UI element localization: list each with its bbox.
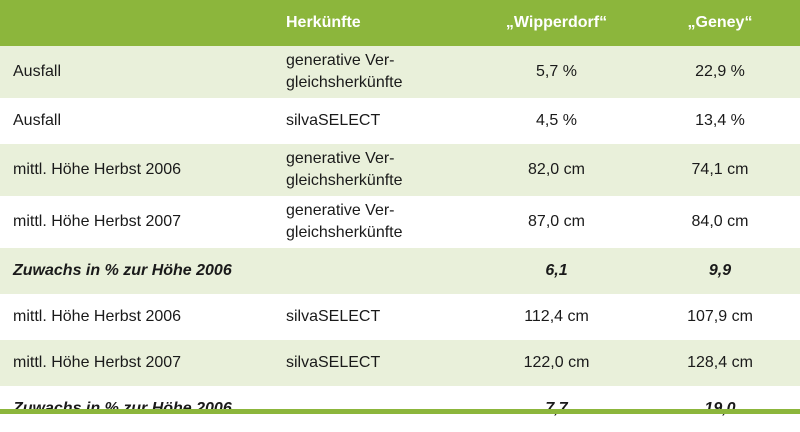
row-origin: generative Ver- gleichsherkünfte (286, 52, 403, 91)
row-origin: silvaSELECT (286, 308, 381, 325)
row-label: mittl. Höhe Herbst 2006 (13, 308, 182, 325)
row-label: Ausfall (13, 112, 62, 129)
row-value-geney: 107,9 cm (687, 308, 753, 325)
table-header-row: Herkünfte „Wipperdorf“ „Geney“ (0, 0, 800, 46)
row-label: mittl. Höhe Herbst 2006 (13, 161, 182, 178)
row-value-wipperdorf: 4,5 % (536, 112, 577, 129)
row-label: Ausfall (13, 63, 62, 80)
row-value-geney: 84,0 cm (691, 213, 749, 230)
header-cell-wipperdorf: „Wipperdorf“ (505, 14, 608, 31)
row-origin: silvaSELECT (286, 112, 381, 129)
row-origin: generative Ver- gleichsherkünfte (286, 150, 403, 189)
table-row: Ausfall generative Ver- gleichsherkünfte… (0, 46, 800, 98)
row-value-wipperdorf: 122,0 cm (523, 354, 590, 371)
row-origin: generative Ver- gleichsherkünfte (286, 202, 403, 241)
table-row: Ausfall silvaSELECT 4,5 % 13,4 % (0, 98, 800, 144)
row-value-geney: 22,9 % (695, 63, 745, 80)
table-bottom-rule (0, 409, 800, 414)
row-origin: silvaSELECT (286, 354, 381, 371)
row-value-wipperdorf: 112,4 cm (524, 308, 589, 325)
row-value-geney: 74,1 cm (691, 161, 749, 178)
table-row: mittl. Höhe Herbst 2007 silvaSELECT 122,… (0, 340, 800, 386)
header-cell-geney: „Geney“ (687, 14, 753, 31)
row-value-geney: 128,4 cm (687, 354, 753, 371)
row-value-wipperdorf: 87,0 cm (528, 213, 585, 230)
row-label: mittl. Höhe Herbst 2007 (13, 213, 182, 230)
table-row: mittl. Höhe Herbst 2007 generative Ver- … (0, 196, 800, 248)
row-value-geney: 13,4 % (695, 112, 745, 129)
table-row: mittl. Höhe Herbst 2006 silvaSELECT 112,… (0, 294, 800, 340)
row-value-wipperdorf: 5,7 % (536, 63, 577, 80)
header-cell-origins: Herkünfte (286, 14, 361, 31)
row-label: mittl. Höhe Herbst 2007 (13, 354, 182, 371)
row-value-geney: 9,9 (708, 262, 732, 279)
row-label: Zuwachs in % zur Höhe 2006 (13, 262, 232, 279)
table-row-growth: Zuwachs in % zur Höhe 2006 6,1 9,9 (0, 248, 800, 294)
row-value-wipperdorf: 6,1 (545, 262, 568, 279)
row-value-wipperdorf: 82,0 cm (528, 161, 585, 178)
table-row: mittl. Höhe Herbst 2006 generative Ver- … (0, 144, 800, 196)
